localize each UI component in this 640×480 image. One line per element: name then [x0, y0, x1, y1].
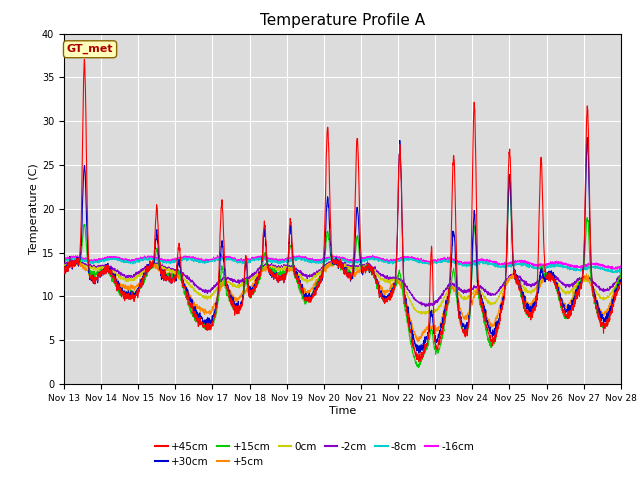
- Title: Temperature Profile A: Temperature Profile A: [260, 13, 425, 28]
- Y-axis label: Temperature (C): Temperature (C): [29, 163, 39, 254]
- Text: GT_met: GT_met: [67, 44, 113, 54]
- Legend: +45cm, +30cm, +15cm, +5cm, 0cm, -2cm, -8cm, -16cm: +45cm, +30cm, +15cm, +5cm, 0cm, -2cm, -8…: [156, 442, 474, 467]
- X-axis label: Time: Time: [329, 406, 356, 416]
